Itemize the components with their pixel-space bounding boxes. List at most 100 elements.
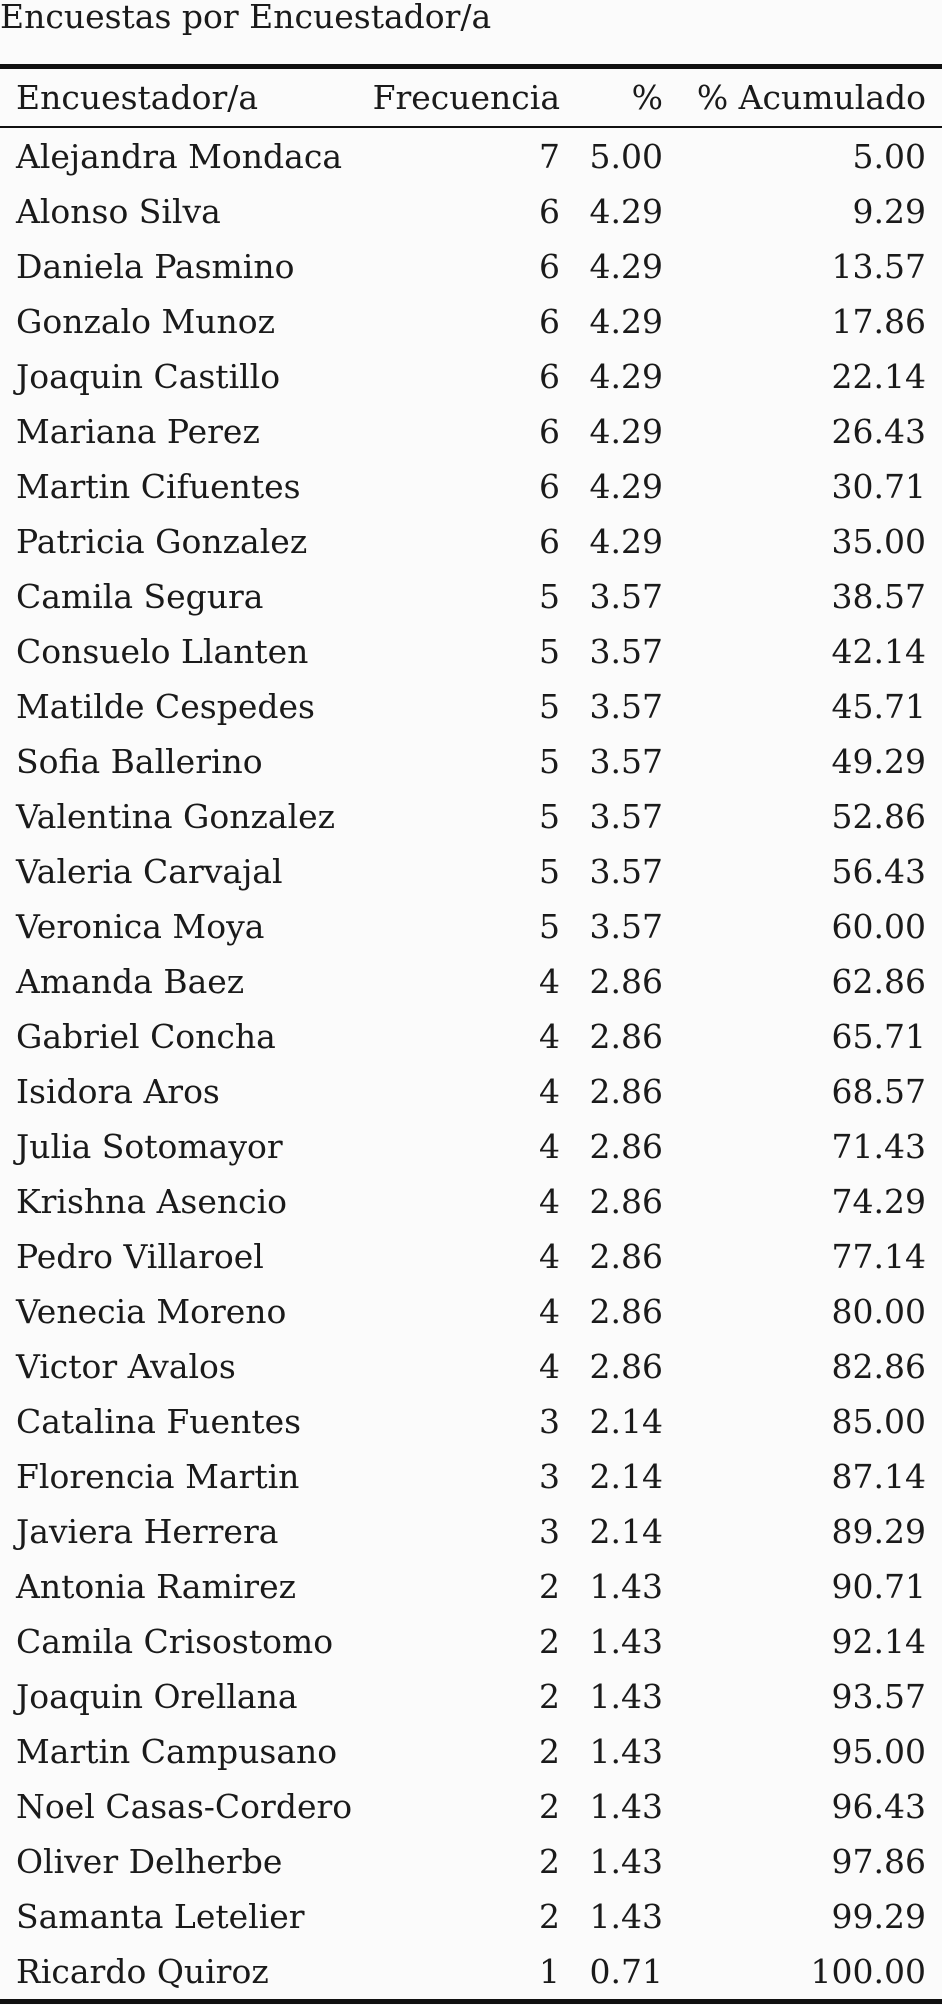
cell-name: Venecia Moreno (16, 1292, 287, 1331)
cell-name: Noel Casas-Cordero (16, 1787, 353, 1826)
cell-percent: 2.86 (589, 1347, 663, 1386)
cell-percent: 2.14 (589, 1457, 663, 1496)
cell-name: Victor Avalos (16, 1347, 236, 1386)
cell-name: Sofia Ballerino (16, 742, 263, 781)
column-header-frecuencia: Frecuencia (372, 78, 560, 117)
cell-percent: 4.29 (589, 247, 663, 286)
table-row: Gonzalo Munoz 6 4.29 17.86 (0, 294, 942, 349)
cell-percent: 3.57 (589, 907, 663, 946)
cell-percent: 1.43 (589, 1567, 663, 1606)
cell-cumulative: 30.71 (831, 467, 926, 506)
cell-frecuencia: 4 (539, 962, 560, 1001)
cell-name: Samanta Letelier (16, 1897, 305, 1936)
cell-name: Oliver Delherbe (16, 1842, 283, 1881)
cell-cumulative: 89.29 (831, 1512, 926, 1551)
cell-name: Ricardo Quiroz (16, 1952, 269, 1991)
cell-frecuencia: 5 (539, 907, 560, 946)
cell-frecuencia: 2 (539, 1677, 560, 1716)
cell-percent: 4.29 (589, 412, 663, 451)
cell-frecuencia: 6 (539, 522, 560, 561)
table-row: Veronica Moya 5 3.57 60.00 (0, 899, 942, 954)
cell-percent: 3.57 (589, 742, 663, 781)
cell-percent: 2.86 (589, 1127, 663, 1166)
cell-cumulative: 80.00 (831, 1292, 926, 1331)
cell-percent: 1.43 (589, 1787, 663, 1826)
cell-cumulative: 95.00 (831, 1732, 926, 1771)
cell-cumulative: 5.00 (852, 137, 926, 176)
table-row: Gabriel Concha 4 2.86 65.71 (0, 1009, 942, 1064)
cell-frecuencia: 6 (539, 357, 560, 396)
table-row: Matilde Cespedes 5 3.57 45.71 (0, 679, 942, 734)
table-row: Valentina Gonzalez 5 3.57 52.86 (0, 789, 942, 844)
cell-frecuencia: 5 (539, 742, 560, 781)
table-row: Joaquin Orellana 2 1.43 93.57 (0, 1669, 942, 1724)
table-row: Consuelo Llanten 5 3.57 42.14 (0, 624, 942, 679)
cell-cumulative: 77.14 (831, 1237, 926, 1276)
cell-name: Joaquin Orellana (16, 1677, 298, 1716)
cell-cumulative: 71.43 (831, 1127, 926, 1166)
table-row: Javiera Herrera 3 2.14 89.29 (0, 1504, 942, 1559)
cell-percent: 2.86 (589, 1292, 663, 1331)
table-row: Joaquin Castillo 6 4.29 22.14 (0, 349, 942, 404)
table-row: Isidora Aros 4 2.86 68.57 (0, 1064, 942, 1119)
cell-frecuencia: 6 (539, 467, 560, 506)
cell-cumulative: 65.71 (831, 1017, 926, 1056)
cell-name: Pedro Villaroel (16, 1237, 264, 1276)
table-row: Victor Avalos 4 2.86 82.86 (0, 1339, 942, 1394)
cell-cumulative: 52.86 (831, 797, 926, 836)
cell-frecuencia: 3 (539, 1457, 560, 1496)
cell-name: Joaquin Castillo (16, 357, 281, 396)
cell-cumulative: 35.00 (831, 522, 926, 561)
cell-name: Patricia Gonzalez (16, 522, 308, 561)
cell-frecuencia: 4 (539, 1182, 560, 1221)
cell-name: Consuelo Llanten (16, 632, 309, 671)
table-row: Antonia Ramirez 2 1.43 90.71 (0, 1559, 942, 1614)
table-row: Pedro Villaroel 4 2.86 77.14 (0, 1229, 942, 1284)
cell-frecuencia: 4 (539, 1017, 560, 1056)
cell-cumulative: 82.86 (831, 1347, 926, 1386)
cell-percent: 2.14 (589, 1512, 663, 1551)
cell-frecuencia: 6 (539, 412, 560, 451)
cell-frecuencia: 2 (539, 1567, 560, 1606)
table-row: Mariana Perez 6 4.29 26.43 (0, 404, 942, 459)
cell-name: Antonia Ramirez (16, 1567, 297, 1606)
cell-name: Veronica Moya (16, 907, 265, 946)
table-row: Martin Cifuentes 6 4.29 30.71 (0, 459, 942, 514)
cell-cumulative: 38.57 (831, 577, 926, 616)
cell-cumulative: 92.14 (831, 1622, 926, 1661)
cell-name: Martin Cifuentes (16, 467, 301, 506)
cell-name: Javiera Herrera (16, 1512, 279, 1551)
cell-percent: 3.57 (589, 687, 663, 726)
table-row: Oliver Delherbe 2 1.43 97.86 (0, 1834, 942, 1889)
table-row: Noel Casas-Cordero 2 1.43 96.43 (0, 1779, 942, 1834)
cell-frecuencia: 5 (539, 687, 560, 726)
table-header-row: Encuestador/a Frecuencia % % Acumulado (0, 69, 942, 128)
cell-name: Amanda Baez (16, 962, 245, 1001)
cell-frecuencia: 4 (539, 1237, 560, 1276)
cell-cumulative: 22.14 (831, 357, 926, 396)
cell-frecuencia: 5 (539, 797, 560, 836)
cell-frecuencia: 4 (539, 1347, 560, 1386)
cell-name: Daniela Pasmino (16, 247, 295, 286)
cell-percent: 4.29 (589, 192, 663, 231)
cell-cumulative: 97.86 (831, 1842, 926, 1881)
table-row: Sofia Ballerino 5 3.57 49.29 (0, 734, 942, 789)
table-row: Florencia Martin 3 2.14 87.14 (0, 1449, 942, 1504)
cell-cumulative: 62.86 (831, 962, 926, 1001)
cell-cumulative: 42.14 (831, 632, 926, 671)
cell-frecuencia: 3 (539, 1402, 560, 1441)
cell-name: Camila Crisostomo (16, 1622, 334, 1661)
cell-name: Alejandra Mondaca (16, 137, 343, 176)
column-header-percent: % (631, 78, 663, 117)
cell-name: Florencia Martin (16, 1457, 300, 1496)
table-row: Krishna Asencio 4 2.86 74.29 (0, 1174, 942, 1229)
cell-percent: 4.29 (589, 467, 663, 506)
cell-cumulative: 90.71 (831, 1567, 926, 1606)
table-row: Camila Crisostomo 2 1.43 92.14 (0, 1614, 942, 1669)
cell-name: Valeria Carvajal (16, 852, 283, 891)
cell-cumulative: 96.43 (831, 1787, 926, 1826)
cell-name: Valentina Gonzalez (16, 797, 336, 836)
table-row: Julia Sotomayor 4 2.86 71.43 (0, 1119, 942, 1174)
cell-cumulative: 13.57 (831, 247, 926, 286)
cell-name: Matilde Cespedes (16, 687, 315, 726)
